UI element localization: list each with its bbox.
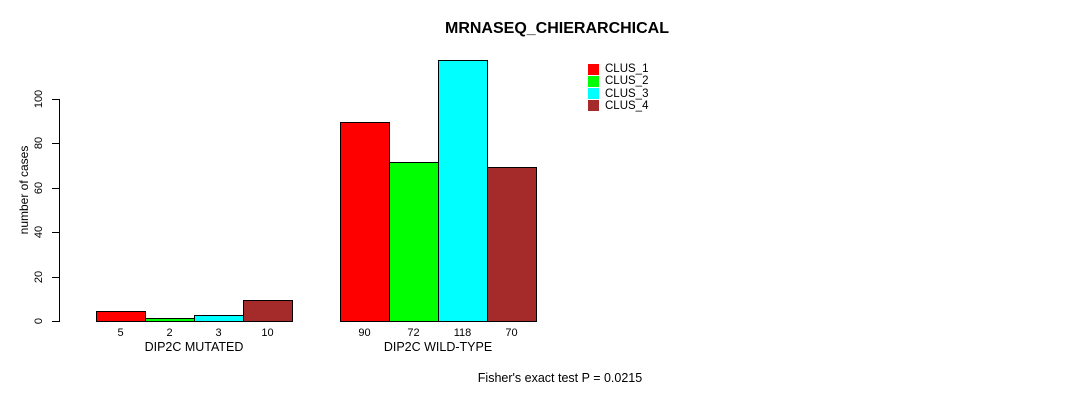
- y-axis-tick-label: 20: [33, 270, 45, 283]
- legend-item-clus_3: CLUS_3: [588, 88, 648, 100]
- legend-label: CLUS_1: [605, 63, 649, 75]
- bar-value-label: 72: [407, 327, 420, 339]
- bar-value-label: 118: [453, 327, 472, 339]
- y-axis-tick-label: 40: [33, 226, 45, 239]
- y-axis-tick: [52, 276, 59, 278]
- bar-clus_4-mutated: [243, 299, 293, 322]
- bar-clus_4-wild-type: [487, 166, 537, 322]
- y-axis-tick-label: 80: [33, 137, 45, 150]
- bar-clus_2-mutated: [145, 317, 195, 322]
- legend-label: CLUS_3: [605, 87, 649, 100]
- y-axis-tick: [52, 321, 59, 322]
- annotation-fisher-test: Fisher's exact test P = 0.0215: [477, 371, 643, 385]
- y-axis-label: number of cases: [17, 145, 31, 235]
- y-axis-tick: [52, 187, 59, 189]
- y-axis-tick-label: 100: [33, 89, 45, 109]
- bar-clus_3-mutated: [194, 315, 244, 322]
- bar-clus_1-wild-type: [340, 122, 390, 322]
- y-axis-tick-label: 0: [33, 317, 45, 325]
- legend-label: CLUS_2: [605, 75, 649, 88]
- legend-swatch-icon: [588, 88, 599, 100]
- bar-value-label: 90: [358, 327, 371, 339]
- bar-value-label: 10: [261, 327, 274, 339]
- legend-label: CLUS_4: [605, 99, 649, 112]
- legend-swatch-icon: [588, 100, 599, 112]
- bar-value-label: 70: [505, 327, 518, 339]
- legend-item-clus_4: CLUS_4: [588, 100, 648, 112]
- bar-value-label: 3: [215, 327, 222, 339]
- legend-item-clus_2: CLUS_2: [588, 75, 648, 87]
- category-label-mutated: DIP2C MUTATED: [144, 340, 244, 354]
- y-axis-tick: [52, 232, 59, 234]
- bar-clus_2-wild-type: [389, 162, 439, 322]
- bar-value-label: 5: [117, 327, 124, 339]
- bar-clus_3-wild-type: [438, 60, 488, 322]
- y-axis-tick: [52, 99, 59, 100]
- y-axis-tick: [52, 143, 59, 145]
- category-label-wild-type: DIP2C WILD-TYPE: [383, 340, 493, 354]
- y-axis-tick-label: 60: [33, 181, 45, 194]
- bar-value-label: 2: [166, 327, 173, 339]
- chart-title: MRNASEQ_CHIERARCHICAL: [444, 20, 670, 37]
- legend-item-clus_1: CLUS_1: [588, 63, 648, 75]
- bar-clus_1-mutated: [96, 310, 146, 322]
- y-axis-line: [59, 99, 60, 322]
- legend-swatch-icon: [588, 75, 599, 87]
- legend-swatch-icon: [588, 63, 599, 75]
